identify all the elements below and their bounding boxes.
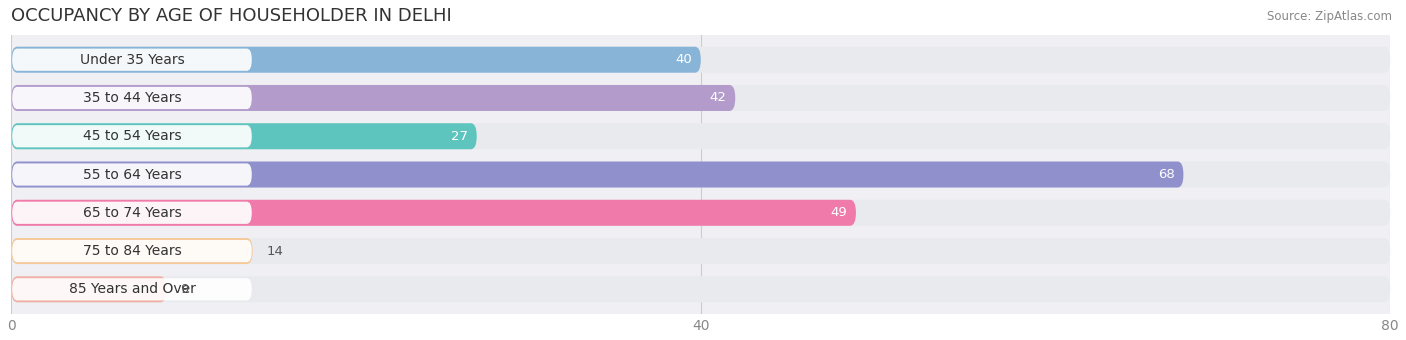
- FancyBboxPatch shape: [11, 123, 477, 149]
- Text: Under 35 Years: Under 35 Years: [80, 53, 184, 67]
- FancyBboxPatch shape: [13, 202, 252, 224]
- FancyBboxPatch shape: [11, 162, 1391, 188]
- FancyBboxPatch shape: [11, 200, 1391, 226]
- FancyBboxPatch shape: [11, 238, 253, 264]
- FancyBboxPatch shape: [11, 85, 1391, 111]
- Text: OCCUPANCY BY AGE OF HOUSEHOLDER IN DELHI: OCCUPANCY BY AGE OF HOUSEHOLDER IN DELHI: [11, 7, 453, 25]
- Text: 68: 68: [1159, 168, 1175, 181]
- Text: 45 to 54 Years: 45 to 54 Years: [83, 129, 181, 143]
- FancyBboxPatch shape: [11, 276, 166, 302]
- Text: 75 to 84 Years: 75 to 84 Years: [83, 244, 181, 258]
- FancyBboxPatch shape: [13, 125, 252, 147]
- FancyBboxPatch shape: [13, 164, 252, 186]
- Text: 42: 42: [710, 91, 727, 104]
- Text: 14: 14: [266, 244, 283, 258]
- FancyBboxPatch shape: [13, 49, 252, 71]
- Text: 35 to 44 Years: 35 to 44 Years: [83, 91, 181, 105]
- FancyBboxPatch shape: [11, 200, 856, 226]
- Text: 40: 40: [675, 53, 692, 66]
- FancyBboxPatch shape: [11, 47, 1391, 73]
- Text: 55 to 64 Years: 55 to 64 Years: [83, 168, 181, 182]
- Text: 65 to 74 Years: 65 to 74 Years: [83, 206, 181, 220]
- FancyBboxPatch shape: [11, 276, 1391, 302]
- FancyBboxPatch shape: [11, 238, 1391, 264]
- Text: 9: 9: [180, 283, 188, 296]
- FancyBboxPatch shape: [11, 47, 700, 73]
- FancyBboxPatch shape: [13, 240, 252, 262]
- FancyBboxPatch shape: [13, 278, 252, 301]
- Text: 49: 49: [831, 206, 848, 219]
- Text: Source: ZipAtlas.com: Source: ZipAtlas.com: [1267, 10, 1392, 23]
- FancyBboxPatch shape: [13, 87, 252, 109]
- Text: 85 Years and Over: 85 Years and Over: [69, 282, 195, 296]
- FancyBboxPatch shape: [11, 123, 1391, 149]
- FancyBboxPatch shape: [11, 85, 735, 111]
- FancyBboxPatch shape: [11, 162, 1184, 188]
- Text: 27: 27: [451, 130, 468, 143]
